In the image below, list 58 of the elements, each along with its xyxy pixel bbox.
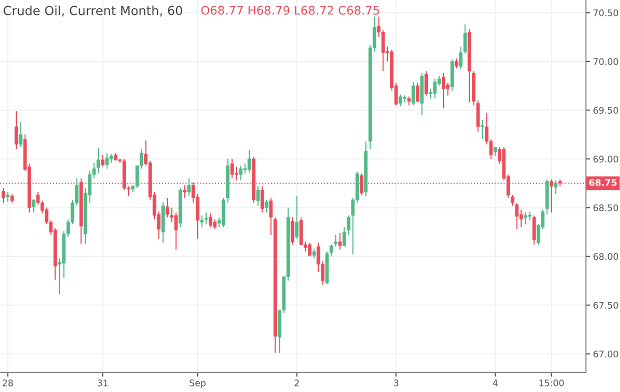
candlestick: [166, 197, 170, 218]
candlestick: [442, 72, 446, 109]
x-tick-label: 2: [294, 380, 299, 386]
candlestick: [515, 202, 519, 230]
candlestick: [269, 197, 273, 236]
y-tick-label: 67.50: [593, 302, 618, 309]
candlestick: [454, 58, 458, 69]
x-tick-label: 28: [2, 380, 13, 386]
chart-title: Crude Oil, Current Month, 60: [4, 6, 182, 17]
candlestick: [96, 148, 100, 174]
candlestick: [174, 212, 178, 250]
candlestick: [459, 46, 462, 70]
y-tick-label: 69.50: [593, 106, 618, 114]
candlestick: [342, 226, 346, 248]
y-tick-label: 68.00: [593, 253, 618, 260]
candlestick: [398, 94, 402, 107]
candlestick: [234, 166, 238, 181]
candlestick: [18, 121, 22, 148]
candlestick: [346, 214, 350, 236]
x-tick-label: Sep: [190, 380, 206, 388]
candlestick: [463, 24, 467, 54]
candlestick: [14, 110, 18, 150]
y-tick-label: 70.50: [594, 9, 618, 16]
y-tick-label: 68.50: [593, 204, 618, 212]
candlestick: [182, 184, 186, 198]
candlestick: [208, 212, 212, 228]
ref-line-label: 68.75: [589, 179, 617, 186]
annotation: O68.77 H68.79 L68.72 C68.75: [201, 6, 380, 15]
candlestick: [6, 191, 10, 202]
candlestick: [338, 232, 342, 250]
candlestick: [330, 244, 334, 257]
x-tick-label: 15:00: [539, 380, 564, 386]
candlestick: [480, 119, 484, 140]
candlestick: [2, 188, 6, 204]
candlestick: [295, 195, 299, 240]
candlestick: [100, 154, 104, 168]
candlestick: [200, 214, 204, 228]
candlestick: [256, 186, 260, 206]
x-tick-label: 3: [394, 380, 398, 386]
candlestick: [416, 82, 420, 103]
x-tick-label: 31: [98, 380, 108, 386]
candlestick: [424, 70, 428, 96]
y-tick-label: 67.00: [593, 350, 618, 358]
x-tick-label: 4: [492, 380, 498, 386]
candlestick: [187, 178, 191, 197]
candlestick: [105, 152, 109, 170]
candlestick: [532, 214, 536, 246]
y-tick-label: 70.00: [594, 58, 618, 65]
candlestick: [412, 81, 416, 106]
candlestick: [334, 234, 338, 248]
candlestick: [290, 216, 294, 246]
candlestick: [260, 186, 264, 214]
y-tick-label: 69.00: [593, 156, 618, 162]
candlestick: [264, 199, 268, 214]
candlestick: [32, 199, 36, 214]
candlestick: [554, 180, 558, 195]
candlestick: [524, 212, 528, 225]
candlestick: [312, 248, 316, 259]
